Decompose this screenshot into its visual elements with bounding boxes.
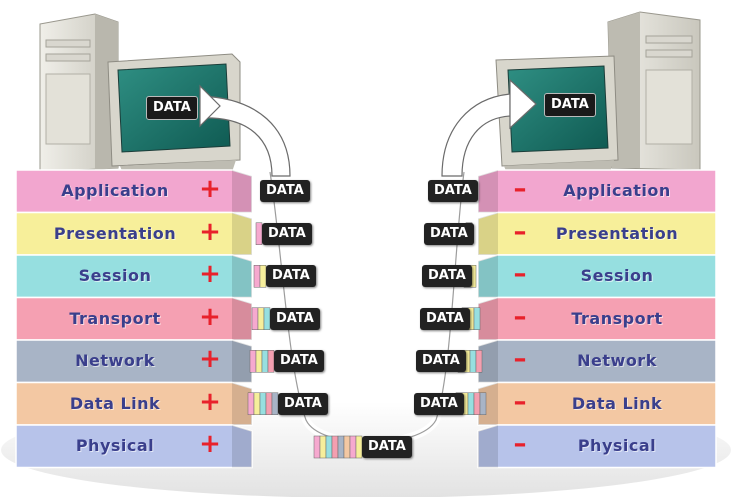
receiver-header-strip-5-2 [467,392,475,415]
receiver-screen-data-tag: DATA [544,93,596,117]
receiver-data-tag-3: DATA [420,307,470,330]
receiver-layer-label-network: Network [577,351,657,371]
sender-layer-label-data-link: Data Link [69,393,161,413]
physical-header-strip-0-6 [349,435,357,459]
sender-plus-sign-network: + [199,344,221,375]
receive-arrowhead [509,78,537,130]
sender-layer-label-session: Session [78,266,152,286]
sender-plus-sign-physical: + [199,429,221,460]
sender-plus-sign-presentation: + [199,216,221,247]
sender-layer-label-presentation: Presentation [53,223,177,243]
sender-data-tag-4: DATA [274,350,324,373]
sender-header-strip-4-0 [249,350,257,373]
sender-header-strip-4-2 [261,350,269,373]
sender-data-tag-3: DATA [270,307,320,330]
receiver-data-tag-4: DATA [416,350,466,373]
receiver-layer-slab-presentation [477,211,717,256]
receiver-data-tag-2: DATA [422,265,472,288]
receiver-layer-label-presentation: Presentation [555,223,679,243]
receiver-layer-slab-data-link [477,381,717,426]
receiver-minus-sign-transport: – [513,301,527,332]
receiver-layer-label-session: Session [580,266,654,286]
receiver-layer-stack [477,169,717,469]
sender-plus-sign-transport: + [199,301,221,332]
sender-plus-sign-session: + [199,259,221,290]
receiver-layer-slab-application [477,169,717,214]
receiver-minus-sign-application: – [513,174,527,205]
sender-layer-slab-session [15,254,253,299]
physical-header-strip-0-5 [343,435,351,459]
receiver-header-strip-3-2 [473,307,481,330]
receiver-computer [495,11,701,176]
sender-header-strip-3-1 [257,307,265,330]
sender-data-tag-2: DATA [266,265,316,288]
sender-data-tag-0: DATA [260,180,310,203]
sender-layer-slab-physical [15,424,253,469]
sender-header-strip-3-0 [251,307,259,330]
sender-header-strip-5-2 [259,392,267,415]
physical-header-strip-0-3 [331,435,339,459]
sender-layer-slab-application [15,169,253,214]
receiver-minus-sign-network: – [513,344,527,375]
receiver-data-tag-5: DATA [414,392,464,415]
sender-header-strip-5-3 [265,392,273,415]
physical-header-strip-0-4 [337,435,345,459]
sender-header-strip-4-1 [255,350,263,373]
receiver-layer-slab-network [477,339,717,384]
sender-layer-label-network: Network [75,351,155,371]
receiver-minus-sign-physical: – [513,429,527,460]
receiver-layer-slab-transport [477,296,717,341]
receiver-header-strip-5-3 [473,392,481,415]
sender-data-tag-5: DATA [278,392,328,415]
sender-header-strip-5-0 [247,392,255,415]
receiver-header-strip-5-4 [479,392,487,415]
sender-plus-sign-application: + [199,174,221,205]
sender-header-strip-5-1 [253,392,261,415]
receiver-layer-label-data-link: Data Link [571,393,663,413]
sender-layer-label-physical: Physical [75,436,155,456]
receiver-layer-label-application: Application [563,181,671,201]
physical-medium-data-tag: DATA [362,436,412,458]
receiver-data-tag-1: DATA [424,222,474,245]
send-arrow [199,95,291,177]
receiver-data-tag-0: DATA [428,180,478,203]
sender-plus-sign-data-link: + [199,386,221,417]
sender-header-strip-2-0 [253,265,261,288]
receiver-layer-slab-physical [477,424,717,469]
sender-screen-data-tag: DATA [146,96,198,120]
receiver-minus-sign-data-link: – [513,386,527,417]
physical-header-strip-0-2 [325,435,333,459]
receiver-minus-sign-session: – [513,259,527,290]
receiver-header-strip-4-2 [469,350,477,373]
receiver-layer-label-physical: Physical [577,436,657,456]
receiver-layer-slab-session [477,254,717,299]
sender-layer-label-application: Application [61,181,169,201]
physical-header-strip-0-1 [319,435,327,459]
physical-header-strip-0-0 [313,435,321,459]
receiver-minus-sign-presentation: – [513,216,527,247]
receiver-layer-label-transport: Transport [571,308,663,328]
sender-layer-label-transport: Transport [69,308,161,328]
sender-layer-slab-presentation [15,211,253,256]
sender-data-tag-1: DATA [262,222,312,245]
sender-computer [39,13,241,176]
receiver-header-strip-4-3 [475,350,483,373]
